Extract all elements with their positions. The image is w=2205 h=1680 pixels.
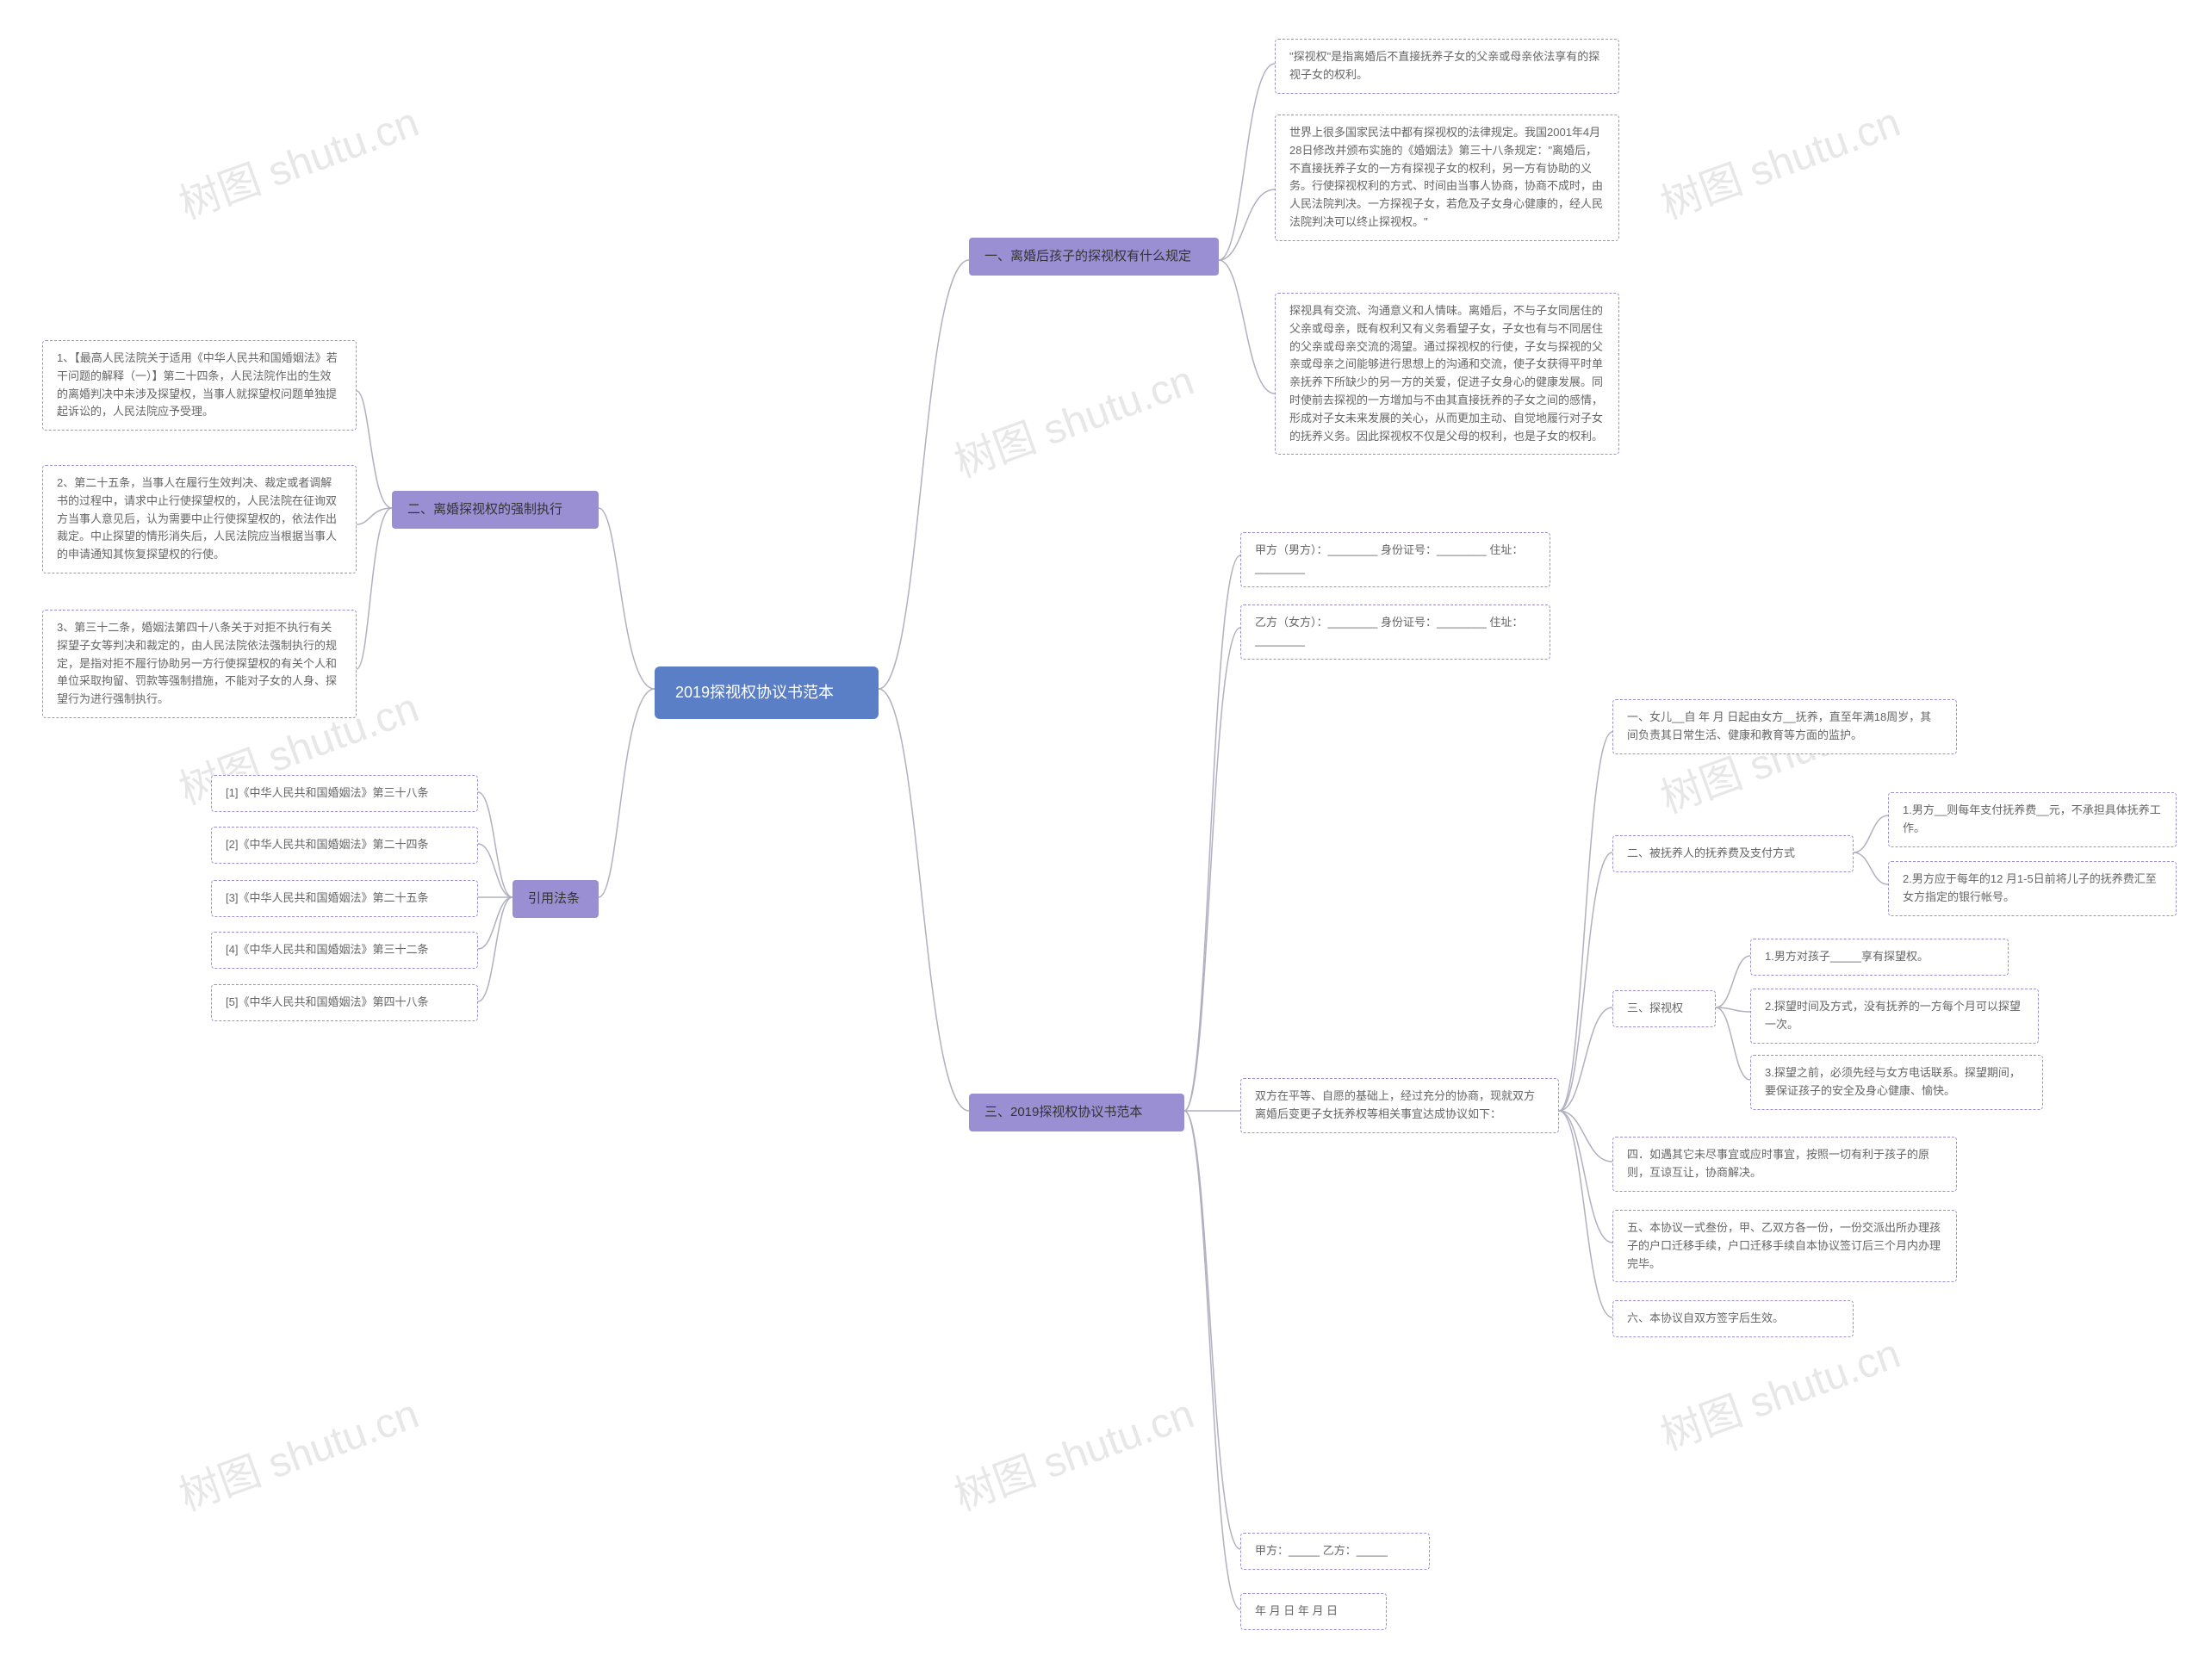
branch-label: 二、离婚探视权的强制执行 [407, 502, 562, 517]
leaf-text: 六、本协议自双方签字后生效。 [1627, 1311, 1784, 1324]
leaf-text: 探视具有交流、沟通意义和人情味。离婚后，不与子女同居住的父亲或母亲，既有权利又有… [1289, 304, 1603, 443]
leaf-text: [3]《中华人民共和国婚姻法》第二十五条 [226, 891, 428, 904]
leaf-node: [4]《中华人民共和国婚姻法》第三十二条 [211, 932, 478, 969]
leaf-text: 1.男方对孩子_____享有探望权。 [1765, 950, 1929, 963]
root-node[interactable]: 2019探视权协议书范本 [655, 666, 879, 719]
root-title: 2019探视权协议书范本 [675, 684, 834, 701]
branch-label: 三、2019探视权协议书范本 [984, 1105, 1142, 1119]
leaf-text: 一、女儿__自 年 月 日起由女方__抚养，直至年满18周岁，其间负责其日常生活… [1627, 710, 1931, 741]
leaf-text: 2.男方应于每年的12 月1-5日前将儿子的抚养费汇至女方指定的银行帐号。 [1903, 872, 2157, 903]
leaf-node: 一、女儿__自 年 月 日起由女方__抚养，直至年满18周岁，其间负责其日常生活… [1612, 699, 1957, 754]
leaf-text: 1.男方__则每年支付抚养费__元，不承担具体抚养工作。 [1903, 803, 2161, 834]
leaf-node: 年 月 日 年 月 日 [1240, 1593, 1387, 1630]
branch-section-1[interactable]: 一、离婚后孩子的探视权有什么规定 [969, 238, 1219, 276]
branch-label: 一、离婚后孩子的探视权有什么规定 [984, 249, 1191, 263]
leaf-text: [5]《中华人民共和国婚姻法》第四十八条 [226, 995, 428, 1008]
leaf-node: 2.探望时间及方式，没有抚养的一方每个月可以探望一次。 [1750, 989, 2039, 1044]
leaf-text: [2]《中华人民共和国婚姻法》第二十四条 [226, 838, 428, 851]
leaf-text: 三、探视权 [1627, 1001, 1683, 1014]
leaf-node: 甲方：_____ 乙方：_____ [1240, 1533, 1430, 1570]
leaf-node: 二、被抚养人的抚养费及支付方式 [1612, 835, 1854, 872]
leaf-node: 2.男方应于每年的12 月1-5日前将儿子的抚养费汇至女方指定的银行帐号。 [1888, 861, 2177, 916]
leaf-text: 3、第三十二条，婚姻法第四十八条关于对拒不执行有关探望子女等判决和裁定的，由人民… [57, 621, 337, 705]
leaf-node: 四．如遇其它未尽事宜或应时事宜，按照一切有利于孩子的原则，互谅互让，协商解决。 [1612, 1137, 1957, 1192]
leaf-text: 甲方：_____ 乙方：_____ [1255, 1544, 1388, 1557]
leaf-node: 1.男方对孩子_____享有探望权。 [1750, 939, 2009, 976]
leaf-node: [3]《中华人民共和国婚姻法》第二十五条 [211, 880, 478, 917]
branch-label: 引用法条 [528, 891, 580, 906]
leaf-node: 六、本协议自双方签字后生效。 [1612, 1300, 1854, 1337]
leaf-node: 三、探视权 [1612, 990, 1716, 1027]
leaf-text: "探视权"是指离婚后不直接抚养子女的父亲或母亲依法享有的探视子女的权利。 [1289, 50, 1599, 81]
leaf-text: [4]《中华人民共和国婚姻法》第三十二条 [226, 943, 428, 956]
leaf-text: 二、被抚养人的抚养费及支付方式 [1627, 846, 1795, 859]
leaf-text: 世界上很多国家民法中都有探视权的法律规定。我国2001年4月28日修改并颁布实施… [1289, 126, 1603, 228]
leaf-agreement: 双方在平等、自愿的基础上，经过充分的协商，现就双方离婚后变更子女抚养权等相关事宜… [1240, 1078, 1559, 1133]
leaf-node: [5]《中华人民共和国婚姻法》第四十八条 [211, 984, 478, 1021]
leaf-node: 甲方（男方）：________ 身份证号：________ 住址：_______… [1240, 532, 1550, 587]
branch-law[interactable]: 引用法条 [512, 880, 599, 918]
branch-section-3[interactable]: 三、2019探视权协议书范本 [969, 1094, 1184, 1131]
leaf-node: 1、【最高人民法院关于适用《中华人民共和国婚姻法》若干问题的解释（一）】第二十四… [42, 340, 357, 431]
leaf-node: 3、第三十二条，婚姻法第四十八条关于对拒不执行有关探望子女等判决和裁定的，由人民… [42, 610, 357, 718]
leaf-text: 甲方（男方）：________ 身份证号：________ 住址：_______… [1255, 543, 1523, 574]
leaf-node: 探视具有交流、沟通意义和人情味。离婚后，不与子女同居住的父亲或母亲，既有权利又有… [1275, 293, 1619, 455]
leaf-text: [1]《中华人民共和国婚姻法》第三十八条 [226, 786, 428, 799]
leaf-node: 1.男方__则每年支付抚养费__元，不承担具体抚养工作。 [1888, 792, 2177, 847]
branch-section-2[interactable]: 二、离婚探视权的强制执行 [392, 491, 599, 529]
leaf-node: [2]《中华人民共和国婚姻法》第二十四条 [211, 827, 478, 864]
leaf-node: 2、第二十五条，当事人在履行生效判决、裁定或者调解书的过程中，请求中止行使探望权… [42, 465, 357, 573]
leaf-text: 2、第二十五条，当事人在履行生效判决、裁定或者调解书的过程中，请求中止行使探望权… [57, 476, 337, 561]
leaf-text: 1、【最高人民法院关于适用《中华人民共和国婚姻法》若干问题的解释（一）】第二十四… [57, 351, 338, 418]
leaf-text: 2.探望时间及方式，没有抚养的一方每个月可以探望一次。 [1765, 1000, 2021, 1031]
leaf-text: 五、本协议一式叁份，甲、乙双方各一份，一份交派出所办理孩子的户口迁移手续，户口迁… [1627, 1221, 1941, 1270]
leaf-node: 乙方（女方）：________ 身份证号：________ 住址：_______… [1240, 604, 1550, 660]
leaf-node: [1]《中华人民共和国婚姻法》第三十八条 [211, 775, 478, 812]
leaf-text: 乙方（女方）：________ 身份证号：________ 住址：_______… [1255, 616, 1523, 647]
leaf-text: 3.探望之前，必须先经与女方电话联系。探望期间，要保证孩子的安全及身心健康、愉快… [1765, 1066, 2021, 1097]
leaf-node: 五、本协议一式叁份，甲、乙双方各一份，一份交派出所办理孩子的户口迁移手续，户口迁… [1612, 1210, 1957, 1282]
leaf-text: 年 月 日 年 月 日 [1255, 1604, 1338, 1617]
leaf-node: "探视权"是指离婚后不直接抚养子女的父亲或母亲依法享有的探视子女的权利。 [1275, 39, 1619, 94]
leaf-text: 四．如遇其它未尽事宜或应时事宜，按照一切有利于孩子的原则，互谅互让，协商解决。 [1627, 1148, 1929, 1179]
leaf-text: 双方在平等、自愿的基础上，经过充分的协商，现就双方离婚后变更子女抚养权等相关事宜… [1255, 1089, 1535, 1120]
leaf-node: 世界上很多国家民法中都有探视权的法律规定。我国2001年4月28日修改并颁布实施… [1275, 115, 1619, 241]
leaf-node: 3.探望之前，必须先经与女方电话联系。探望期间，要保证孩子的安全及身心健康、愉快… [1750, 1055, 2043, 1110]
